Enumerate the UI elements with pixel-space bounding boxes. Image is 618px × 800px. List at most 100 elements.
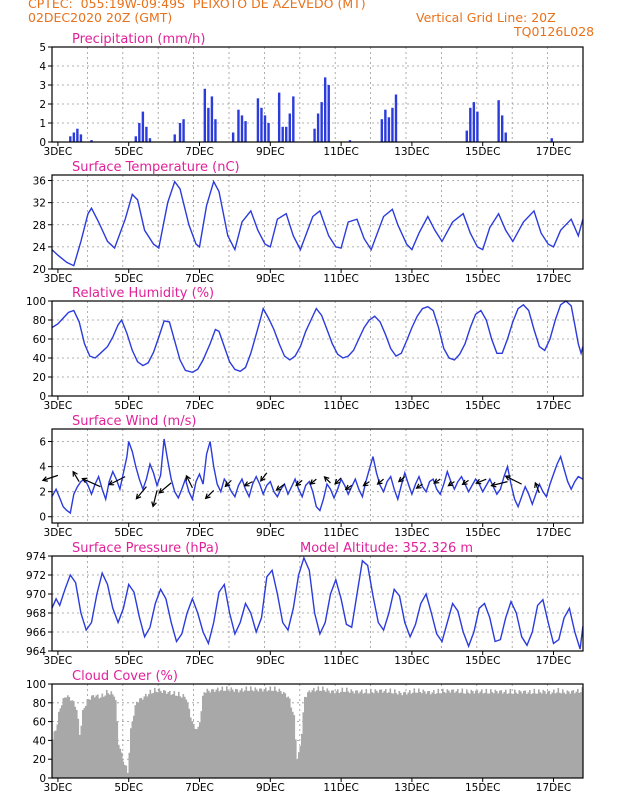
x-tick-label: 9DEC bbox=[256, 782, 285, 794]
cloud-bar bbox=[286, 697, 288, 778]
cloud-bar bbox=[325, 691, 327, 778]
cloud-bar bbox=[55, 730, 57, 778]
y-tick-label: 20 bbox=[33, 754, 46, 766]
y-tick-label: 972 bbox=[26, 570, 46, 582]
precip-bar bbox=[384, 109, 387, 142]
precip-bar bbox=[76, 128, 79, 142]
cloud-bar bbox=[355, 690, 357, 778]
cloud-bar bbox=[403, 692, 405, 778]
cloud-bar bbox=[557, 687, 560, 778]
panel-title: Precipitation (mm/h) bbox=[72, 32, 205, 47]
cloud-bar bbox=[238, 692, 240, 778]
cloud-bar bbox=[527, 692, 530, 778]
cloud-bar bbox=[145, 693, 147, 778]
cloud-bar bbox=[188, 708, 191, 778]
wind-arrowhead bbox=[224, 481, 231, 488]
y-tick-label: 966 bbox=[26, 627, 46, 639]
cloud-bar bbox=[505, 689, 507, 778]
wind-arrow bbox=[324, 476, 331, 484]
wind-arrowhead bbox=[490, 481, 497, 488]
cloud-bar bbox=[452, 689, 455, 778]
cloud-bar bbox=[484, 692, 486, 778]
precip-bar bbox=[497, 100, 500, 142]
x-tick-label: 3DEC bbox=[44, 782, 73, 794]
cloud-bar bbox=[314, 691, 317, 778]
cloud-bar bbox=[464, 693, 467, 778]
precip-bar bbox=[90, 140, 93, 142]
cloud-bar bbox=[449, 692, 452, 778]
precip-bar bbox=[79, 134, 83, 142]
wind-arrowhead bbox=[475, 478, 482, 485]
cloud-bar bbox=[187, 702, 189, 778]
cloud-bar bbox=[152, 692, 155, 778]
cloud-bar bbox=[275, 690, 278, 778]
y-tick-label: 968 bbox=[26, 608, 46, 620]
x-tick-label: 15DEC bbox=[465, 782, 500, 794]
x-tick-label: 9DEC bbox=[256, 273, 285, 285]
cloud-bar bbox=[442, 688, 444, 778]
cloud-bar bbox=[109, 694, 111, 778]
cloud-bar bbox=[200, 711, 203, 778]
cloud-bar bbox=[160, 690, 162, 778]
y-tick-label: 970 bbox=[26, 589, 46, 601]
panel-4: Surface Pressure (hPa) Model Altitude: 35… bbox=[26, 541, 584, 667]
cloud-bar bbox=[421, 693, 423, 778]
precip-bar bbox=[476, 111, 479, 142]
cloud-bar bbox=[481, 689, 483, 778]
wind-arrow bbox=[534, 482, 540, 494]
cloud-bar bbox=[538, 689, 540, 778]
precip-bar bbox=[256, 98, 260, 142]
precip-bar bbox=[203, 88, 207, 142]
cloud-bar bbox=[422, 689, 425, 778]
cloud-bar bbox=[164, 690, 167, 778]
cloud-bar bbox=[256, 689, 258, 778]
cloud-bar bbox=[68, 697, 71, 778]
cloud-bar bbox=[391, 693, 393, 778]
cloud-bar bbox=[319, 690, 321, 778]
cloud-bar bbox=[53, 731, 56, 778]
cloud-bar bbox=[182, 694, 185, 778]
cloud-bar bbox=[268, 690, 270, 778]
cloud-bar bbox=[311, 690, 314, 778]
wind-arrowhead bbox=[158, 488, 165, 494]
x-tick-label: 13DEC bbox=[394, 146, 429, 158]
cloud-bar bbox=[551, 692, 554, 778]
wind-arrow bbox=[185, 475, 193, 489]
cloud-bar bbox=[214, 691, 216, 778]
cloud-bar bbox=[361, 689, 363, 778]
y-tick-label: 4 bbox=[39, 61, 46, 73]
cloud-bar bbox=[71, 700, 74, 778]
cloud-bar bbox=[277, 692, 279, 778]
wind-arrow bbox=[476, 478, 487, 484]
panel-2: Relative Humidity (%) 0 20 40 60 80 100 3DEC 5DE… bbox=[26, 286, 584, 412]
cloud-bar bbox=[61, 705, 63, 778]
panel-frame bbox=[51, 46, 584, 143]
wind-arrow bbox=[244, 481, 253, 487]
precip-bar bbox=[267, 123, 270, 142]
cloud-bar bbox=[263, 689, 266, 778]
wind-arrowhead bbox=[334, 478, 341, 485]
wind-arrowhead bbox=[204, 493, 211, 500]
cloud-bar bbox=[196, 729, 198, 778]
cloud-bar bbox=[274, 686, 276, 778]
series-line bbox=[51, 555, 584, 650]
cloud-bar bbox=[469, 693, 471, 778]
cloud-bar bbox=[358, 693, 360, 778]
cloud-bar bbox=[202, 695, 204, 778]
cloud-bar bbox=[524, 690, 527, 778]
cloud-bar bbox=[346, 687, 348, 778]
wind-arrow bbox=[295, 479, 303, 486]
cloud-bar bbox=[163, 690, 165, 778]
cloud-bar bbox=[226, 686, 228, 778]
x-tick-label: 13DEC bbox=[394, 400, 429, 412]
precip-bar bbox=[469, 107, 472, 142]
cloud-bar bbox=[62, 698, 65, 778]
cloud-bar bbox=[574, 693, 576, 778]
cloud-bar bbox=[242, 691, 245, 778]
cloud-bar bbox=[475, 690, 477, 778]
cloud-bar bbox=[451, 689, 453, 778]
cloud-bar bbox=[514, 689, 516, 778]
cloud-bar bbox=[544, 691, 546, 778]
precip-bar bbox=[178, 123, 182, 142]
cloud-bar bbox=[157, 692, 159, 778]
